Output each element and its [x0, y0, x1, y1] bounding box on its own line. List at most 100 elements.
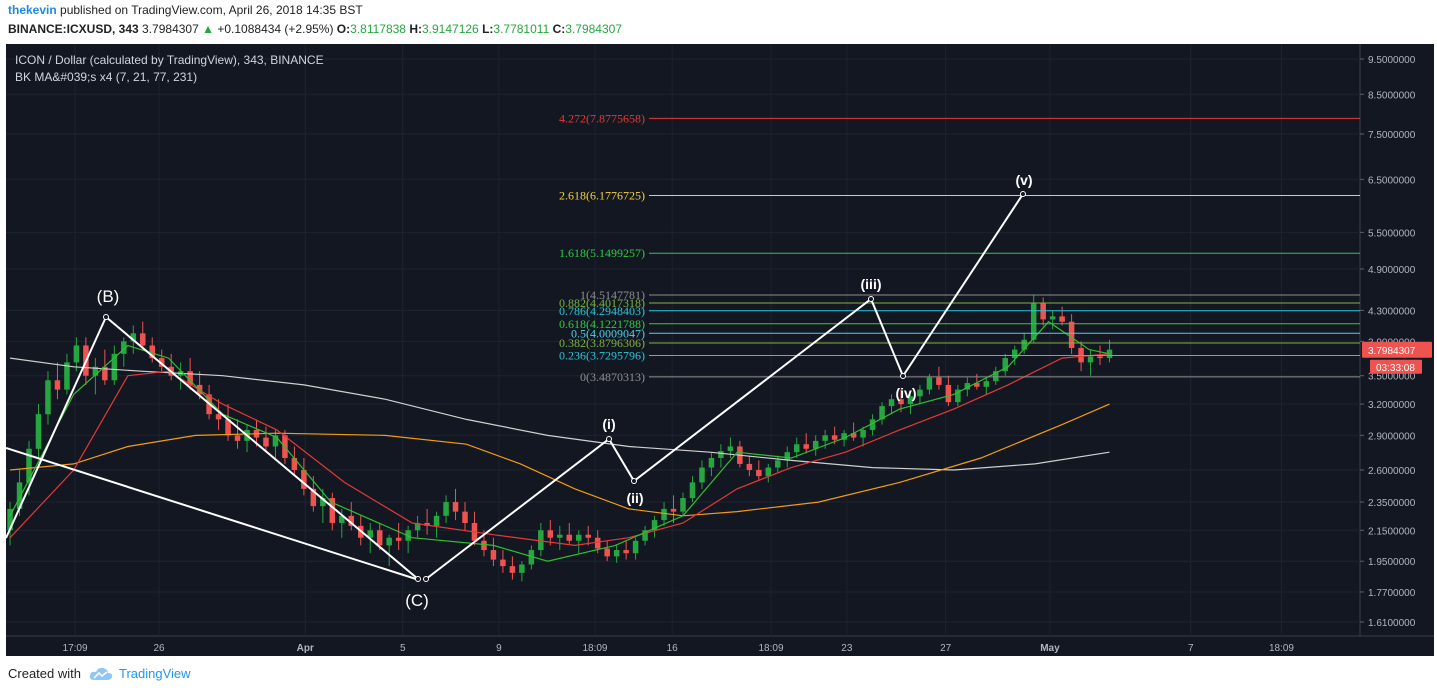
fib-level-label: 2.618(6.1776725) [559, 188, 645, 202]
publish-info: published on TradingView.com, April 26, … [60, 3, 363, 17]
y-tick-label: 2.9000000 [1368, 431, 1416, 442]
y-tick-label: 9.5000000 [1368, 55, 1416, 66]
fib-level-label: 1.618(5.1499257) [559, 246, 645, 260]
y-tick-label: 2.1500000 [1368, 526, 1416, 537]
ma7-line [9, 320, 1110, 562]
candle-body [765, 467, 772, 477]
chart-panel[interactable]: 9.5000000 8.5000000 7.5000000 6.5000000 5.50… [6, 44, 1434, 656]
x-tick-label: 23 [841, 643, 853, 654]
ma77-line [10, 403, 1110, 517]
candle-body [443, 502, 449, 516]
tradingview-link[interactable]: TradingView [89, 666, 191, 681]
candle-body [613, 550, 620, 557]
y-tick-label: 1.9500000 [1368, 557, 1416, 568]
fib-level-label: 0.236(3.7295796) [559, 349, 645, 363]
fib-level-label: 0.882(4.4017318) [559, 296, 645, 310]
wave-label: (B) [97, 287, 120, 306]
created-with-label: Created with [8, 666, 81, 681]
candle-body [964, 383, 971, 390]
candle-body [746, 463, 753, 470]
fib-level-label: 0.382(3.8796306) [559, 336, 645, 350]
candle-body [339, 515, 345, 523]
candle-body [376, 530, 383, 546]
close-label: C: [552, 22, 566, 36]
header-publish-line: thekevin published on TradingView.com, A… [8, 3, 363, 17]
wave-label: (i) [602, 416, 615, 432]
candle-body [1002, 358, 1009, 372]
candle-body [433, 515, 440, 526]
candle-body [92, 366, 99, 376]
candle-body [955, 389, 961, 403]
y-tick-label: 3.2000000 [1368, 400, 1416, 411]
wave-label: (iv) [896, 385, 917, 401]
candle-body [926, 377, 933, 390]
x-tick-label: Apr [297, 643, 314, 654]
low-value: 3.7781011 [493, 22, 550, 36]
candle-body [993, 371, 999, 382]
candle-body [301, 469, 307, 489]
candle-body [1030, 303, 1037, 340]
candle-body [917, 389, 923, 397]
candle-body [775, 460, 781, 468]
candle-body [424, 522, 430, 526]
candle-body [594, 537, 601, 549]
fib-group: 4.272(7.8775658) 2.618(6.1776725) 1.618(5.… [559, 111, 1360, 384]
candle-body [519, 564, 525, 573]
candle-body [974, 383, 980, 387]
candle-body [490, 550, 497, 560]
wave-point [415, 576, 421, 582]
y-tick-label: 5.5000000 [1368, 228, 1416, 239]
candle-body [538, 530, 544, 551]
candle-body [26, 448, 32, 483]
candle-body [841, 433, 847, 440]
candle-body [462, 511, 468, 523]
candle-body [149, 345, 155, 359]
candle-body [557, 534, 563, 538]
candle-body [64, 362, 70, 390]
candle-body [395, 537, 402, 541]
candle-body [215, 414, 222, 420]
candle-body [718, 451, 724, 459]
x-tick-label: 17:09 [63, 643, 88, 654]
fib-level-label: 1(4.5147781) [580, 288, 645, 302]
grid-group [6, 44, 1364, 636]
x-tick-label: 18:09 [582, 643, 607, 654]
candle-body [367, 530, 373, 538]
candle-body [850, 433, 857, 438]
candle-body [54, 380, 61, 390]
candle-body [1011, 349, 1018, 359]
wave-point [423, 576, 429, 582]
countdown-label: 03:33:08 [1376, 363, 1415, 374]
candle-body [329, 498, 336, 523]
candle-body [452, 502, 459, 512]
candle-body [140, 333, 146, 346]
change-value: +0.1088434 (+2.95%) [217, 22, 334, 36]
last-price-tag [1362, 341, 1432, 358]
ma231-line [10, 357, 1110, 471]
fib-level-label: 0(3.4870313) [580, 370, 645, 384]
candle-body [158, 358, 165, 367]
candle-body [680, 498, 686, 512]
candle-body [320, 498, 326, 507]
wave-group [6, 191, 1026, 582]
candle-body [528, 550, 535, 565]
symbol-label: BINANCE:ICXUSD, 343 [8, 22, 139, 36]
fib-level-label: 0.618(4.1221788) [559, 317, 645, 331]
wave-impulse-line [425, 193, 1024, 580]
wave-point [1020, 191, 1026, 197]
price-value: 3.7984307 [142, 22, 199, 36]
up-triangle-icon: ▲ [202, 22, 215, 36]
price-chart[interactable]: 9.5000000 8.5000000 7.5000000 6.5000000 5.50… [6, 44, 1434, 656]
y-tick-label: 3.5000000 [1368, 372, 1416, 383]
candle-body [812, 440, 819, 449]
y-tick-label: 7.5000000 [1368, 130, 1416, 141]
author-name[interactable]: thekevin [8, 3, 57, 17]
candle-body [860, 429, 866, 438]
candle-body [225, 419, 231, 436]
candle-body [822, 435, 828, 441]
candle-body [263, 437, 269, 447]
candle-body [121, 341, 127, 354]
candles-group [7, 295, 1113, 582]
x-tick-label: 9 [496, 643, 502, 654]
candle-body [727, 446, 734, 452]
